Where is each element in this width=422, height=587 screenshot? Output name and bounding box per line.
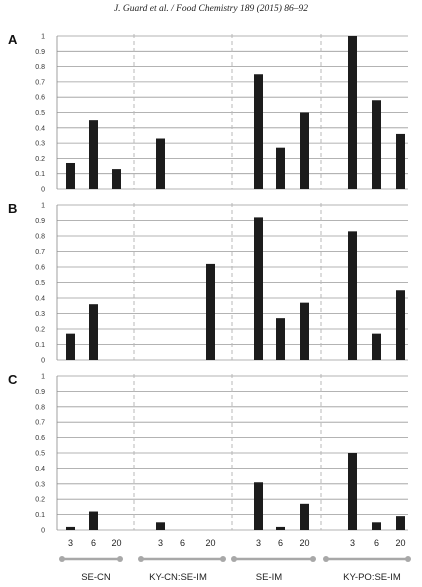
journal-citation: J. Guard et al. / Food Chemistry 189 (20… (113, 4, 309, 14)
y-tick-label: 0.1 (35, 512, 45, 519)
group-connector-dot (220, 556, 226, 562)
y-tick-label: 0.7 (35, 249, 45, 256)
group-connector-dot (405, 556, 411, 562)
y-tick-label: 0.3 (35, 311, 45, 318)
group-connector-dot (231, 556, 237, 562)
bar (89, 120, 98, 189)
y-tick-label: 0 (41, 358, 45, 365)
bar (372, 522, 381, 530)
y-tick-label: 0.1 (35, 171, 45, 178)
group-connector-dot (59, 556, 65, 562)
y-tick-label: 0.5 (35, 280, 45, 287)
y-tick-label: 0 (41, 528, 45, 535)
y-tick-label: 0.3 (35, 481, 45, 488)
y-tick-label: 0.6 (35, 95, 45, 102)
y-tick-label: 0.1 (35, 342, 45, 349)
bar (89, 511, 98, 530)
y-tick-label: 0.2 (35, 156, 45, 163)
x-tick-label: 3 (68, 538, 73, 548)
bar (156, 522, 165, 530)
panel-label: B (8, 201, 17, 216)
bar (300, 503, 309, 530)
y-tick-label: 0.8 (35, 404, 45, 411)
panel-label: C (8, 372, 18, 387)
bar (89, 304, 98, 360)
bar (300, 302, 309, 360)
y-tick-label: 0.6 (35, 265, 45, 272)
x-tick-label: 3 (158, 538, 163, 548)
x-tick-label: 6 (278, 538, 283, 548)
y-tick-label: 0.9 (35, 49, 45, 56)
group-label: KY-CN:SE-IM (149, 572, 207, 583)
group-connector-dot (117, 556, 123, 562)
y-tick-label: 0.4 (35, 466, 45, 473)
x-tick-label: 3 (256, 538, 261, 548)
bar (254, 217, 263, 360)
group-connector-dot (310, 556, 316, 562)
y-tick-label: 0.2 (35, 497, 45, 504)
y-tick-label: 0.8 (35, 64, 45, 71)
x-tick-label: 20 (395, 538, 405, 548)
bar (276, 147, 285, 189)
y-tick-label: 1 (41, 374, 45, 381)
group-connector-dot (138, 556, 144, 562)
y-tick-label: 0.7 (35, 420, 45, 427)
y-tick-label: 1 (41, 203, 45, 210)
y-tick-label: 0.4 (35, 296, 45, 303)
bar (396, 290, 405, 360)
y-tick-label: 0.5 (35, 451, 45, 458)
y-tick-label: 0.7 (35, 79, 45, 86)
bar (372, 333, 381, 360)
y-tick-label: 0.4 (35, 125, 45, 132)
bar (372, 100, 381, 189)
y-tick-label: 1 (41, 34, 45, 41)
x-tick-label: 6 (180, 538, 185, 548)
y-tick-label: 0.5 (35, 110, 45, 117)
y-tick-label: 0.6 (35, 435, 45, 442)
bar (254, 482, 263, 530)
y-tick-label: 0.8 (35, 234, 45, 241)
x-tick-label: 6 (374, 538, 379, 548)
bar (112, 169, 121, 189)
y-tick-label: 0.3 (35, 141, 45, 148)
group-connector-dot (323, 556, 329, 562)
bar (156, 138, 165, 189)
bar (348, 36, 357, 189)
bar (66, 526, 75, 530)
bar (348, 231, 357, 360)
bar (396, 516, 405, 530)
y-tick-label: 0.2 (35, 327, 45, 334)
group-label: SE-CN (81, 572, 111, 583)
group-label: KY-PO:SE-IM (343, 572, 401, 583)
x-tick-label: 20 (299, 538, 309, 548)
x-tick-label: 3 (350, 538, 355, 548)
bar (276, 318, 285, 360)
bar (206, 263, 215, 360)
x-tick-label: 20 (111, 538, 121, 548)
bar (254, 74, 263, 189)
bar (66, 162, 75, 189)
x-tick-label: 6 (91, 538, 96, 548)
group-label: SE-IM (256, 572, 282, 583)
y-tick-label: 0.9 (35, 389, 45, 396)
y-tick-label: 0.9 (35, 218, 45, 225)
y-tick-label: 0 (41, 187, 45, 194)
bar (396, 133, 405, 189)
bar (348, 453, 357, 530)
bar (66, 333, 75, 360)
bar (276, 526, 285, 530)
x-tick-label: 20 (205, 538, 215, 548)
panel-label: A (8, 32, 18, 47)
bar (300, 112, 309, 189)
